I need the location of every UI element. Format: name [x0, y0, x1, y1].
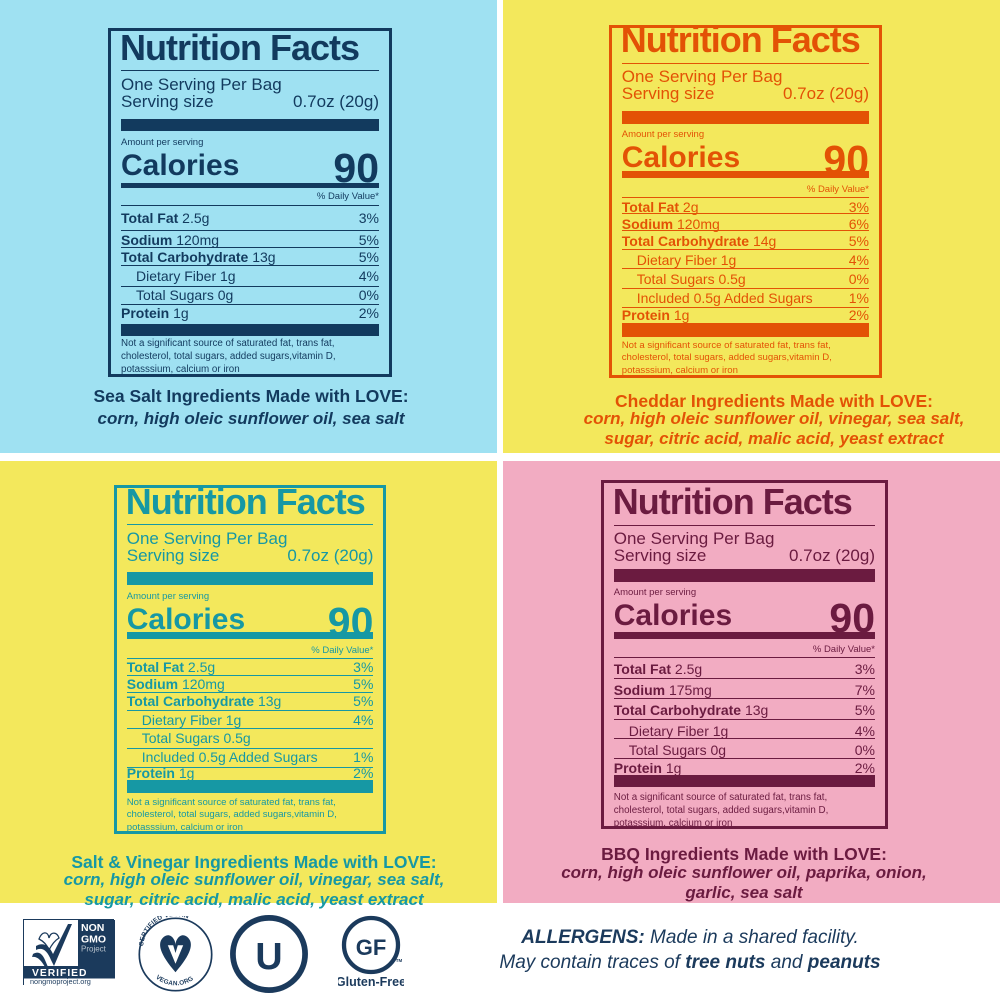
svg-text:GF: GF — [356, 935, 387, 960]
svg-text:Project: Project — [81, 945, 107, 954]
svg-text:nongmoproject.org: nongmoproject.org — [30, 977, 91, 986]
svg-text:Gluten-Free: Gluten-Free — [338, 975, 404, 989]
svg-text:U: U — [255, 935, 282, 977]
svg-text:TM: TM — [396, 958, 403, 963]
svg-text:VEGAN.ORG: VEGAN.ORG — [154, 974, 195, 987]
svg-text:NON: NON — [81, 922, 104, 934]
